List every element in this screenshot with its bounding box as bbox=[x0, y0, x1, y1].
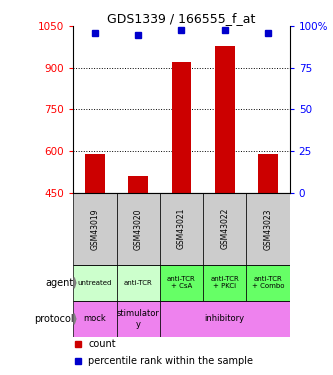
Bar bbox=[73, 265, 117, 301]
Text: count: count bbox=[89, 339, 116, 349]
Title: GDS1339 / 166555_f_at: GDS1339 / 166555_f_at bbox=[107, 12, 256, 25]
Bar bbox=[73, 193, 117, 265]
Text: agent: agent bbox=[45, 278, 73, 288]
Text: GSM43019: GSM43019 bbox=[90, 208, 100, 249]
Text: untreated: untreated bbox=[78, 280, 112, 286]
Bar bbox=[117, 193, 160, 265]
Polygon shape bbox=[74, 314, 76, 324]
Bar bbox=[85, 154, 105, 193]
Text: GSM43022: GSM43022 bbox=[220, 208, 229, 249]
Text: protocol: protocol bbox=[34, 314, 73, 324]
Text: mock: mock bbox=[84, 315, 106, 324]
Bar bbox=[172, 62, 191, 193]
Text: GSM43021: GSM43021 bbox=[177, 208, 186, 249]
Text: anti-TCR
+ PKCi: anti-TCR + PKCi bbox=[210, 276, 239, 290]
Text: GSM43020: GSM43020 bbox=[134, 208, 143, 249]
Polygon shape bbox=[74, 278, 76, 288]
Bar bbox=[203, 265, 246, 301]
Text: inhibitory: inhibitory bbox=[205, 315, 245, 324]
Bar bbox=[117, 265, 160, 301]
Bar bbox=[203, 193, 246, 265]
Bar bbox=[73, 301, 117, 337]
Bar bbox=[215, 46, 234, 193]
Bar bbox=[129, 176, 148, 193]
Bar bbox=[246, 193, 290, 265]
Bar bbox=[160, 301, 290, 337]
Text: anti-TCR
+ Combo: anti-TCR + Combo bbox=[252, 276, 284, 290]
Bar bbox=[117, 301, 160, 337]
Text: GSM43023: GSM43023 bbox=[263, 208, 273, 249]
Text: stimulator
y: stimulator y bbox=[117, 309, 160, 328]
Text: percentile rank within the sample: percentile rank within the sample bbox=[89, 356, 253, 366]
Bar bbox=[160, 265, 203, 301]
Bar bbox=[160, 193, 203, 265]
Text: anti-TCR: anti-TCR bbox=[124, 280, 153, 286]
Bar bbox=[258, 154, 278, 193]
Text: anti-TCR
+ CsA: anti-TCR + CsA bbox=[167, 276, 196, 290]
Bar bbox=[246, 265, 290, 301]
